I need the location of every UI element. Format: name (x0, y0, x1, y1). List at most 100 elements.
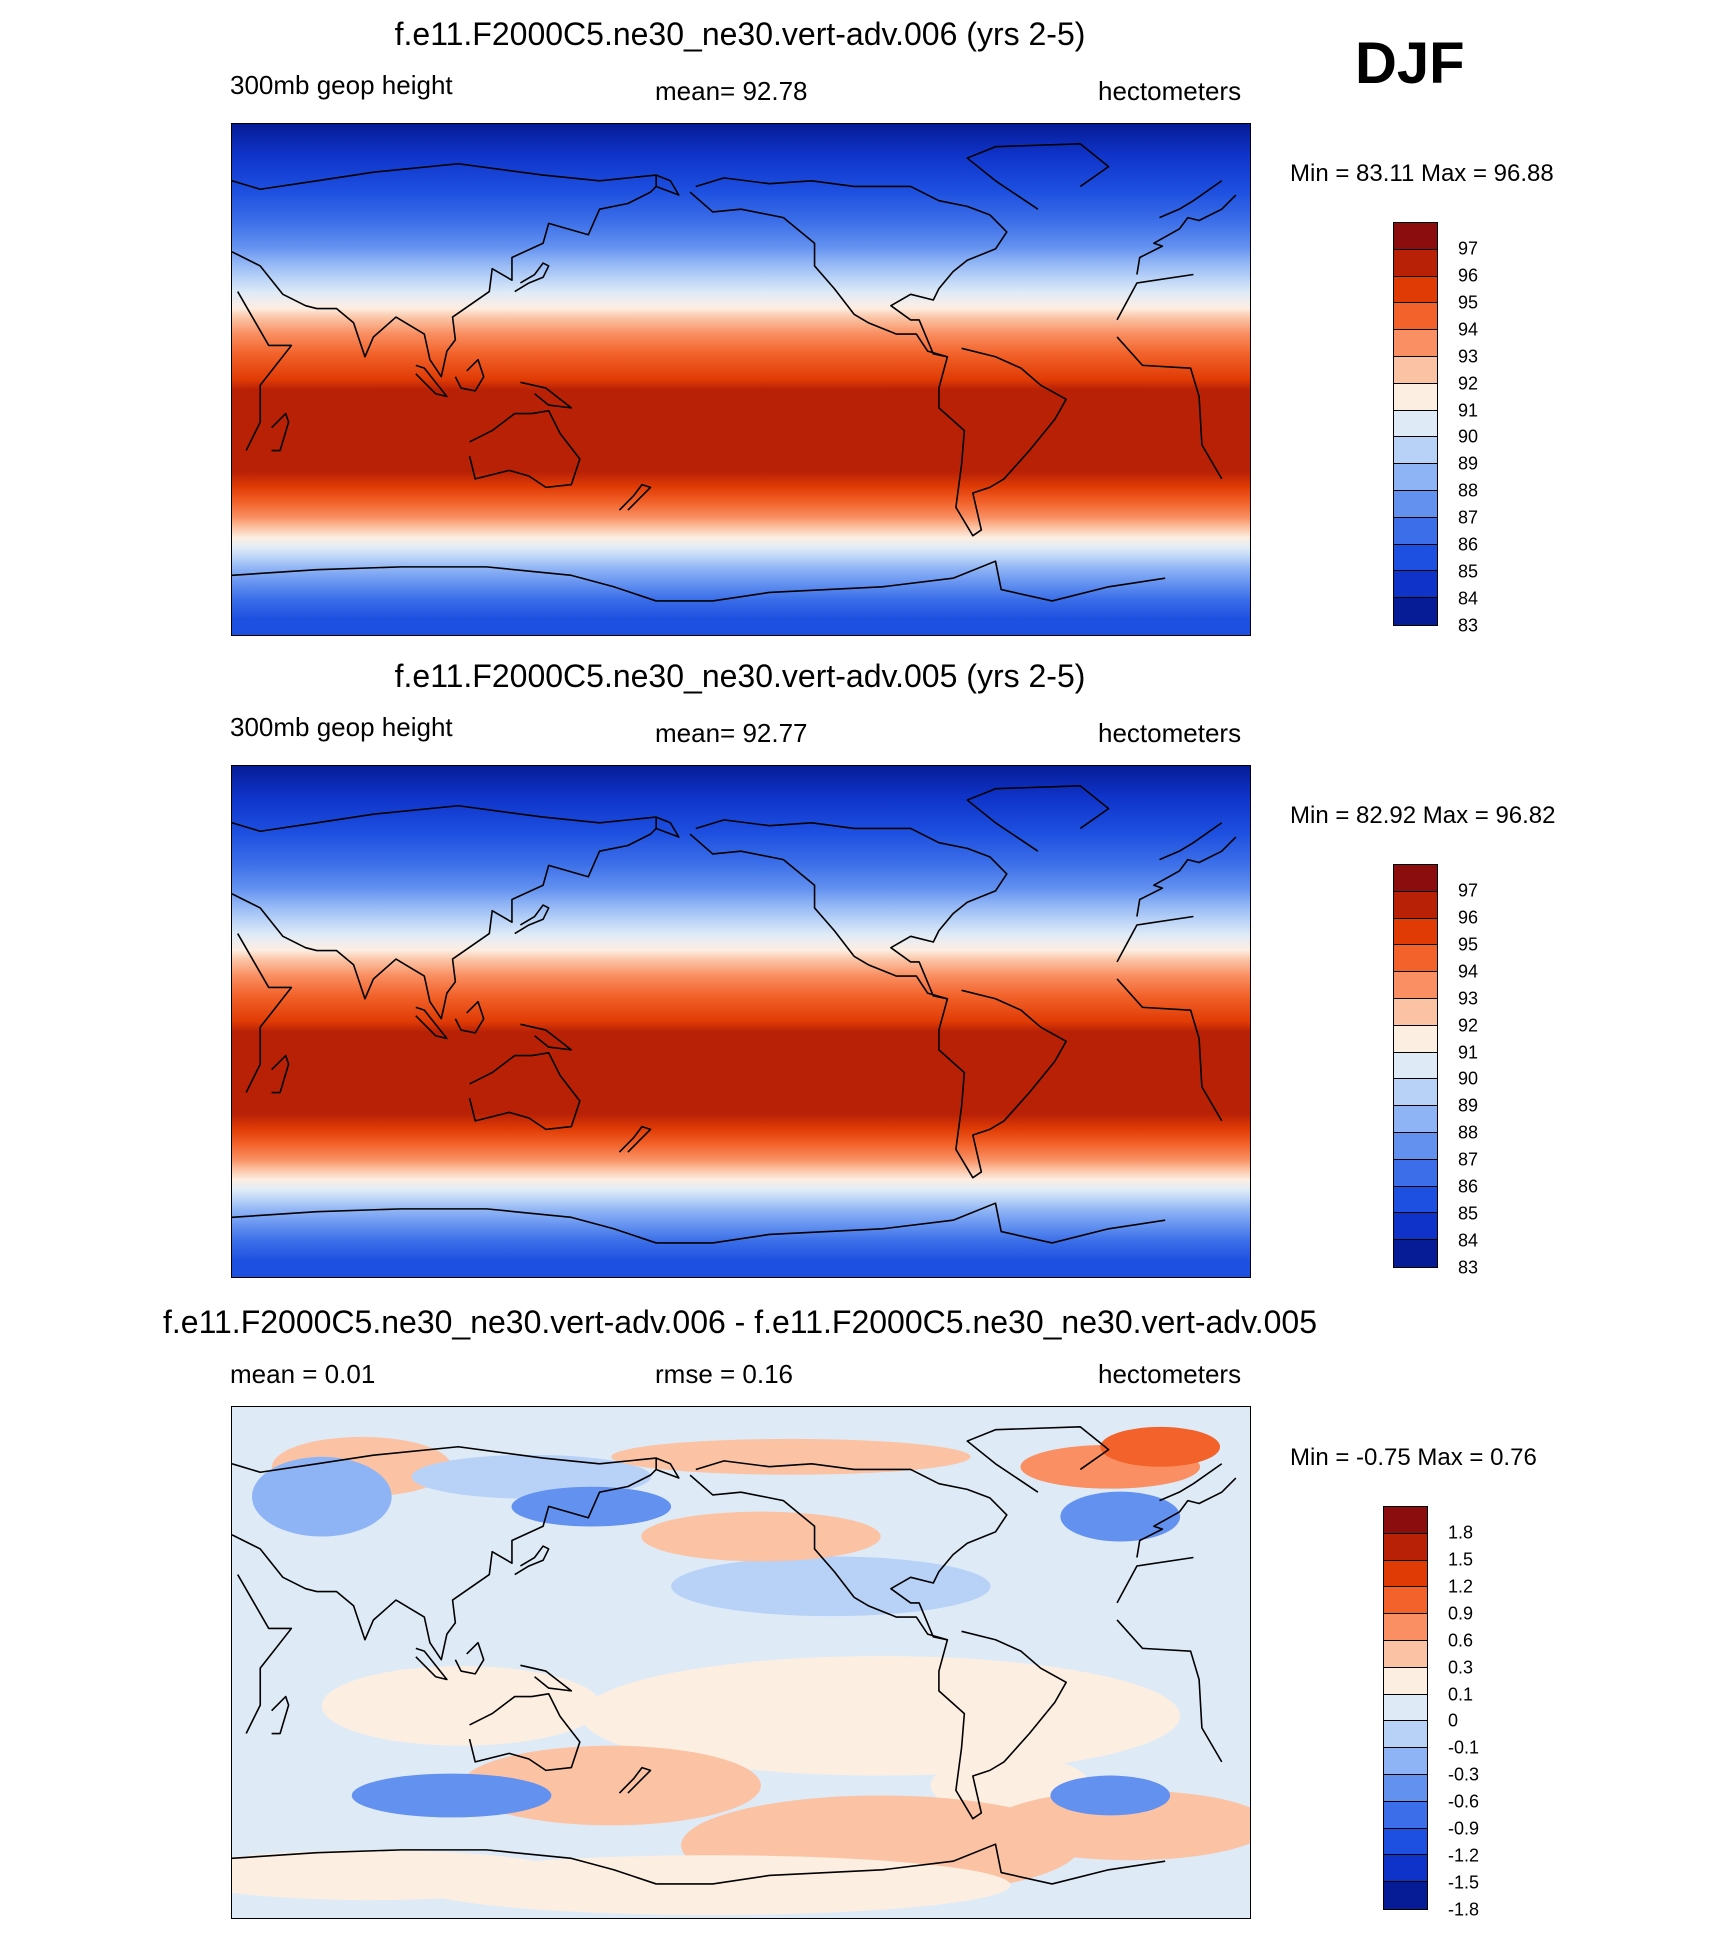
colorbar-swatch (1394, 544, 1437, 572)
panel1-left-label: 300mb geop height (230, 70, 453, 100)
colorbar-label: 92 (1458, 1015, 1479, 1036)
panel1-title: f.e11.F2000C5.ne30_ne30.vert-adv.006 (yr… (394, 16, 1086, 52)
colorbar-swatch (1394, 998, 1437, 1026)
coastlines (232, 785, 1237, 1244)
colorbar-swatch (1394, 303, 1437, 331)
colorbar-label: 85 (1458, 1203, 1479, 1224)
map-field (232, 766, 1250, 1277)
colorbar-label: 1.2 (1448, 1576, 1474, 1597)
colorbar-swatch (1394, 410, 1437, 438)
colorbar-label: -0.6 (1448, 1791, 1480, 1812)
colorbar-swatch (1394, 865, 1437, 892)
colorbar-swatch (1394, 356, 1437, 384)
colorbar-swatch (1394, 464, 1437, 491)
colorbar-label: 84 (1458, 588, 1479, 609)
colorbar-label: 95 (1458, 934, 1479, 955)
colorbar-swatch (1384, 1640, 1427, 1668)
colorbar-label: 96 (1458, 265, 1479, 286)
colorbar-label: 86 (1458, 534, 1479, 555)
colorbar-label: -1.8 (1448, 1899, 1480, 1920)
colorbar-label: 1.5 (1448, 1549, 1474, 1570)
colorbar-label: 95 (1458, 292, 1479, 313)
colorbar-swatch (1394, 1132, 1437, 1160)
colorbar-label: 87 (1458, 507, 1479, 528)
colorbar-swatch (1384, 1614, 1427, 1641)
panel1-units-label: hectometers (1098, 76, 1242, 106)
colorbar-label: 86 (1458, 1176, 1479, 1197)
colorbar-swatch (1394, 1025, 1437, 1053)
colorbar-label: 90 (1458, 1068, 1479, 1089)
colorbar-swatch (1394, 918, 1437, 946)
panel2-mean-label: mean= 92.77 (655, 718, 808, 748)
colorbar-swatch (1384, 1694, 1427, 1722)
colorbar-swatch (1384, 1882, 1427, 1909)
colorbar-swatch (1394, 249, 1437, 277)
colorbar-swatch (1394, 1186, 1437, 1214)
panel2-minmax: Min = 82.92 Max = 96.82 (1290, 802, 1556, 829)
panel3-colorbar (1383, 1506, 1428, 1910)
colorbar-label: 0.9 (1448, 1603, 1474, 1624)
panel3-map (231, 1406, 1251, 1919)
colorbar-swatch (1394, 1079, 1437, 1107)
colorbar-label: 83 (1458, 615, 1479, 636)
colorbar-label: -0.1 (1448, 1737, 1480, 1758)
colorbar-swatch (1384, 1667, 1427, 1695)
colorbar-label: -0.9 (1448, 1818, 1480, 1839)
panel2-left-label: 300mb geop height (230, 712, 453, 742)
colorbar-swatch (1394, 571, 1437, 599)
panel3-title: f.e11.F2000C5.ne30_ne30.vert-adv.006 - f… (163, 1304, 1317, 1340)
colorbar-swatch (1394, 1213, 1437, 1241)
colorbar-swatch (1384, 1533, 1427, 1561)
colorbar-swatch (1394, 330, 1437, 357)
panel2-map (231, 765, 1251, 1278)
colorbar-label: 88 (1458, 1122, 1479, 1143)
colorbar-label: -1.5 (1448, 1872, 1480, 1893)
map-field (232, 1407, 1250, 1918)
colorbar-label: 89 (1458, 1095, 1479, 1116)
colorbar-swatch (1394, 1240, 1437, 1267)
panel3-units-label: hectometers (1098, 1359, 1242, 1389)
colorbar-swatch (1384, 1560, 1427, 1588)
colorbar-label: -1.2 (1448, 1845, 1480, 1866)
panel3-minmax: Min = -0.75 Max = 0.76 (1290, 1444, 1537, 1471)
colorbar-label: 84 (1458, 1230, 1479, 1251)
colorbar-swatch (1394, 598, 1437, 625)
colorbar-swatch (1394, 517, 1437, 545)
colorbar-label: 94 (1458, 961, 1479, 982)
colorbar-swatch (1384, 1801, 1427, 1829)
panel1-mean-label: mean= 92.78 (655, 76, 808, 106)
colorbar-swatch (1384, 1855, 1427, 1883)
colorbar-swatch (1394, 945, 1437, 973)
colorbar-swatch (1384, 1774, 1427, 1802)
colorbar-label: 0.6 (1448, 1630, 1474, 1651)
colorbar-label: 93 (1458, 346, 1479, 367)
colorbar-swatch (1384, 1721, 1427, 1749)
colorbar-swatch (1384, 1828, 1427, 1856)
colorbar-label: 0 (1448, 1710, 1459, 1731)
colorbar-label: 89 (1458, 453, 1479, 474)
panel2-units-label: hectometers (1098, 718, 1242, 748)
colorbar-label: 87 (1458, 1149, 1479, 1170)
map-field (232, 124, 1250, 635)
colorbar-swatch (1394, 276, 1437, 304)
season-label: DJF (1355, 31, 1465, 96)
colorbar-swatch (1394, 490, 1437, 518)
colorbar-swatch (1394, 1052, 1437, 1080)
coastlines (232, 143, 1237, 602)
panel2-colorbar (1393, 864, 1438, 1268)
colorbar-label: 1.8 (1448, 1522, 1474, 1543)
colorbar-swatch (1394, 383, 1437, 411)
colorbar-label: 0.3 (1448, 1657, 1474, 1678)
colorbar-label: 91 (1458, 400, 1479, 421)
colorbar-label: 0.1 (1448, 1684, 1474, 1705)
colorbar-swatch (1394, 1106, 1437, 1133)
colorbar-swatch (1394, 437, 1437, 465)
colorbar-label: 97 (1458, 238, 1479, 259)
colorbar-label: 93 (1458, 988, 1479, 1009)
colorbar-swatch (1394, 972, 1437, 999)
colorbar-label: 97 (1458, 880, 1479, 901)
coastlines (232, 1426, 1237, 1885)
colorbar-label: 90 (1458, 426, 1479, 447)
colorbar-label: 96 (1458, 907, 1479, 928)
colorbar-swatch (1394, 1159, 1437, 1187)
